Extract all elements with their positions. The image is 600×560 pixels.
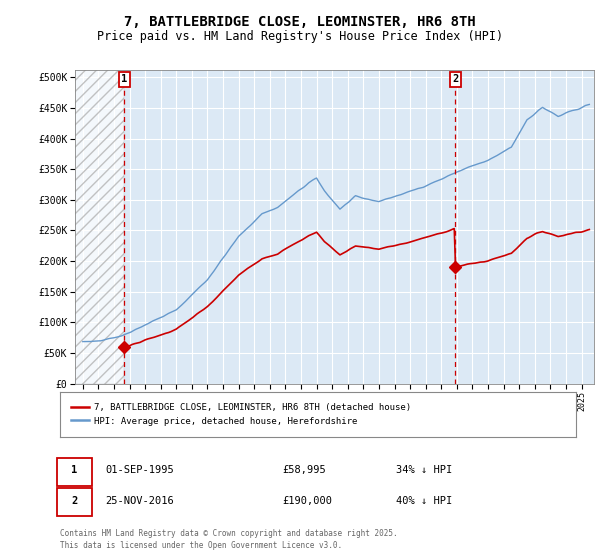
Text: £190,000: £190,000	[282, 496, 332, 506]
Text: 2: 2	[452, 74, 458, 84]
Legend: 7, BATTLEBRIDGE CLOSE, LEOMINSTER, HR6 8TH (detached house), HPI: Average price,: 7, BATTLEBRIDGE CLOSE, LEOMINSTER, HR6 8…	[67, 399, 415, 430]
Text: 2: 2	[71, 496, 77, 506]
Text: 7, BATTLEBRIDGE CLOSE, LEOMINSTER, HR6 8TH: 7, BATTLEBRIDGE CLOSE, LEOMINSTER, HR6 8…	[124, 15, 476, 29]
Text: 40% ↓ HPI: 40% ↓ HPI	[396, 496, 452, 506]
Text: 1: 1	[71, 465, 77, 475]
Text: 1: 1	[121, 74, 127, 84]
Text: Contains HM Land Registry data © Crown copyright and database right 2025.
This d: Contains HM Land Registry data © Crown c…	[60, 529, 398, 550]
Bar	[75, 70, 124, 384]
Text: 25-NOV-2016: 25-NOV-2016	[105, 496, 174, 506]
Text: 01-SEP-1995: 01-SEP-1995	[105, 465, 174, 475]
Text: Price paid vs. HM Land Registry's House Price Index (HPI): Price paid vs. HM Land Registry's House …	[97, 30, 503, 44]
Text: £58,995: £58,995	[282, 465, 326, 475]
Text: 34% ↓ HPI: 34% ↓ HPI	[396, 465, 452, 475]
